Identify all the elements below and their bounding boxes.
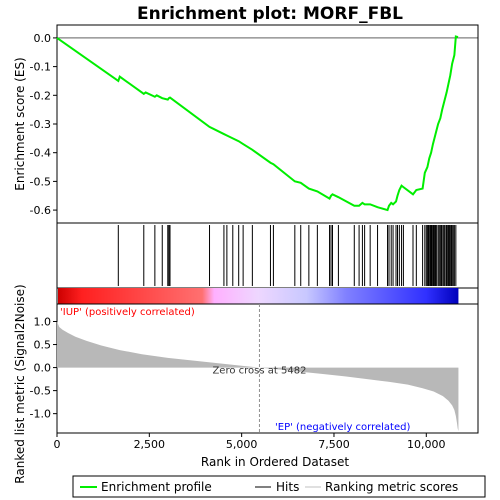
legend-hits-label: Hits bbox=[276, 480, 299, 494]
x-tick-label: 2,500 bbox=[134, 438, 166, 451]
enrichment-profile-line bbox=[56, 35, 459, 212]
rank-heat-bar bbox=[58, 288, 459, 304]
ranking-metric-area bbox=[57, 321, 459, 432]
hits-panel-frame bbox=[56, 222, 479, 289]
rank-ytick-label: 1.0 bbox=[34, 316, 52, 329]
es-ytick-label: -0.2 bbox=[30, 89, 51, 102]
x-tick-label: 7,500 bbox=[318, 438, 350, 451]
ep-label: 'EP' (negatively correlated) bbox=[275, 422, 410, 433]
x-tick-label: 5,000 bbox=[226, 438, 258, 451]
rank-ytick-label: 0.0 bbox=[34, 362, 52, 375]
rank-ytick-label: -1.0 bbox=[30, 408, 51, 421]
es-ytick-label: -0.3 bbox=[30, 118, 51, 131]
rank-ytick-label: 0.5 bbox=[34, 339, 52, 352]
x-tick-label: 0 bbox=[54, 438, 61, 451]
zero-cross-label: Zero cross at 5482 bbox=[212, 366, 306, 377]
legend-box bbox=[72, 475, 486, 498]
legend-ranking-label: Ranking metric scores bbox=[325, 480, 458, 494]
rank-ytick-label: -0.5 bbox=[30, 385, 51, 398]
x-tick-label: 10,000 bbox=[407, 438, 446, 451]
rank-ylabel: Ranked list metric (Signal2Noise) bbox=[13, 284, 27, 483]
es-ytick-label: -0.1 bbox=[30, 61, 51, 74]
es-ytick-label: 0.0 bbox=[34, 32, 52, 45]
up-label: 'IUP' (positively correlated) bbox=[60, 307, 195, 318]
es-ytick-label: -0.5 bbox=[30, 175, 51, 188]
legend-enrichment-label: Enrichment profile bbox=[101, 480, 212, 494]
es-ytick-label: -0.4 bbox=[30, 147, 51, 160]
es-ytick-label: -0.6 bbox=[30, 204, 51, 217]
x-axis-label: Rank in Ordered Dataset bbox=[201, 455, 349, 469]
chart-title: Enrichment plot: MORF_FBL bbox=[137, 4, 403, 24]
es-ylabel: Enrichment score (ES) bbox=[13, 57, 27, 190]
